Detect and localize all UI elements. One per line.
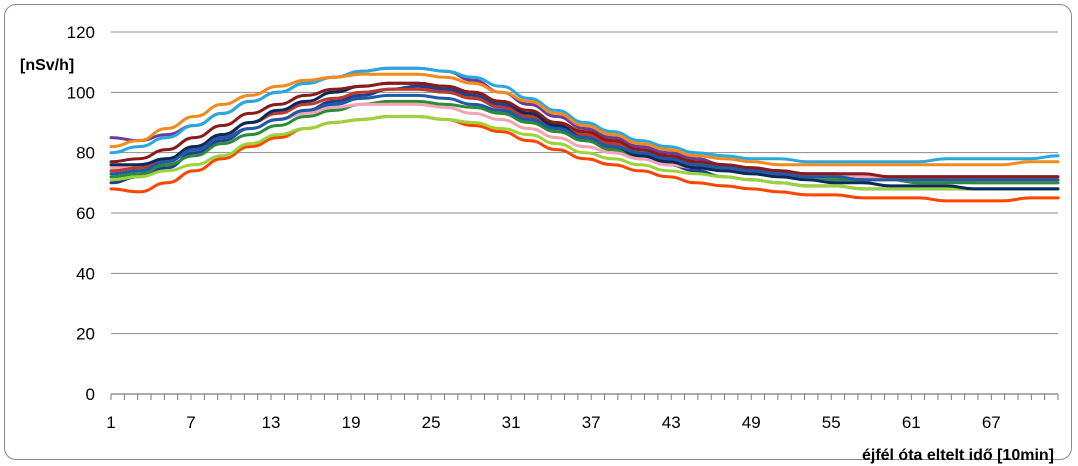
x-tick-label: 37 <box>582 413 601 432</box>
series-line-7 <box>109 115 1060 203</box>
y-tick-label: 0 <box>86 385 95 404</box>
x-tick-label: 25 <box>422 413 441 432</box>
y-tick-label: 60 <box>76 204 95 223</box>
series-lines <box>109 66 1060 203</box>
x-tick-label: 55 <box>822 413 841 432</box>
gridlines <box>111 31 1058 335</box>
x-tick-label: 1 <box>106 413 115 432</box>
y-axis-ticks: 0 20 40 60 80 100 120 <box>67 23 95 404</box>
x-tick-label: 49 <box>742 413 761 432</box>
x-tick-label: 19 <box>342 413 361 432</box>
x-tick-label: 61 <box>902 413 921 432</box>
series-line-8 <box>109 115 1060 191</box>
y-tick-label: 80 <box>76 144 95 163</box>
x-axis <box>110 393 1059 400</box>
series-line-12 <box>109 81 1060 179</box>
series-line-5 <box>109 66 1060 164</box>
x-axis-ticks: 1 7 13 19 25 31 37 43 49 55 61 67 <box>106 413 1001 432</box>
series-line-6 <box>109 72 1060 167</box>
x-tick-label: 13 <box>262 413 281 432</box>
y-tick-label: 120 <box>67 23 95 42</box>
x-axis-title: éjfél óta eltelt idő [10min] <box>862 447 1054 464</box>
x-tick-label: 7 <box>186 413 195 432</box>
x-tick-label: 31 <box>502 413 521 432</box>
series-line-2 <box>109 87 1060 185</box>
chart-frame <box>4 4 1072 460</box>
series-line-11 <box>109 93 1060 182</box>
y-tick-label: 40 <box>76 264 95 283</box>
x-tick-label: 43 <box>662 413 681 432</box>
x-tick-label: 67 <box>982 413 1001 432</box>
y-tick-label: 100 <box>67 83 95 102</box>
y-axis-title: [nSv/h] <box>20 57 74 74</box>
y-tick-label: 20 <box>76 325 95 344</box>
